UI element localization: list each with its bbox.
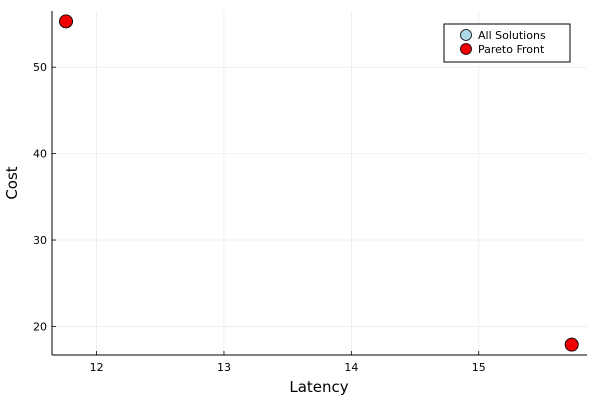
legend-label-all-solutions: All Solutions (478, 29, 546, 42)
ticks-layer: 12 13 14 15 20 30 40 50 (33, 61, 486, 374)
x-tick-label: 15 (472, 361, 486, 374)
data-point-pareto-front (59, 14, 73, 29)
data-point-pareto-front (564, 337, 579, 352)
legend-marker-all-solutions (460, 29, 472, 41)
y-axis-title: Cost (3, 166, 21, 199)
x-tick-label: 13 (217, 361, 231, 374)
legend-marker-pareto-front (460, 43, 472, 55)
x-tick-label: 14 (344, 361, 358, 374)
legend: All Solutions Pareto Front (443, 23, 571, 63)
y-tick-label: 20 (33, 320, 47, 333)
grid-layer (52, 11, 587, 355)
legend-label-pareto-front: Pareto Front (478, 43, 545, 56)
x-tick-label: 12 (90, 361, 104, 374)
x-axis-title: Latency (289, 378, 348, 396)
y-tick-label: 40 (33, 148, 47, 161)
y-tick-label: 50 (33, 61, 47, 74)
points-layer (59, 14, 579, 352)
axes-layer (51, 11, 587, 356)
y-tick-label: 30 (33, 234, 47, 247)
